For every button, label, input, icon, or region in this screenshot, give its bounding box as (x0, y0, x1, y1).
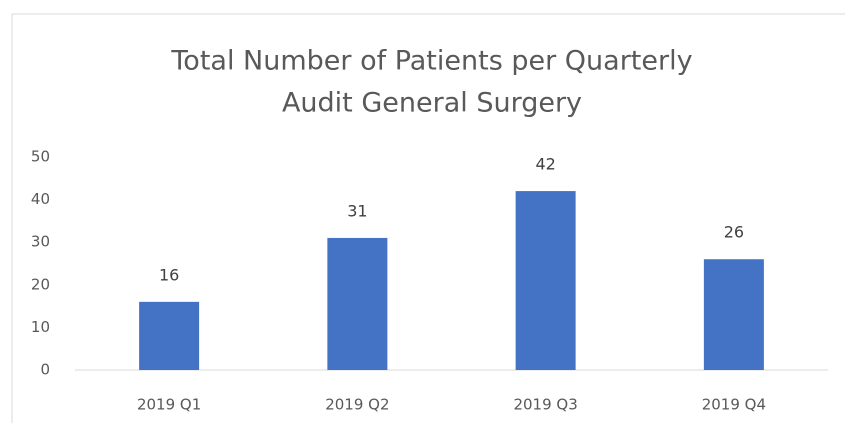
bar (515, 191, 576, 370)
y-tick-label: 40 (31, 190, 50, 208)
x-tick-label: 2019 Q1 (137, 396, 201, 414)
x-tick-label: 2019 Q3 (513, 396, 577, 414)
bar (703, 259, 764, 370)
y-tick-label: 50 (31, 148, 50, 166)
data-label: 42 (535, 155, 555, 174)
chart-title: Audit General Surgery (282, 88, 582, 119)
y-tick-label: 10 (31, 318, 50, 336)
chart-title: Total Number of Patients per Quarterly (170, 46, 692, 77)
data-label: 26 (724, 223, 744, 242)
y-tick-label: 0 (40, 361, 50, 379)
data-label: 16 (159, 265, 179, 284)
data-label: 31 (347, 201, 367, 220)
bar (327, 237, 388, 370)
y-tick-label: 20 (31, 275, 50, 293)
bar (139, 301, 200, 370)
x-tick-label: 2019 Q2 (325, 396, 389, 414)
y-tick-label: 30 (31, 233, 50, 251)
x-tick-label: 2019 Q4 (702, 396, 766, 414)
